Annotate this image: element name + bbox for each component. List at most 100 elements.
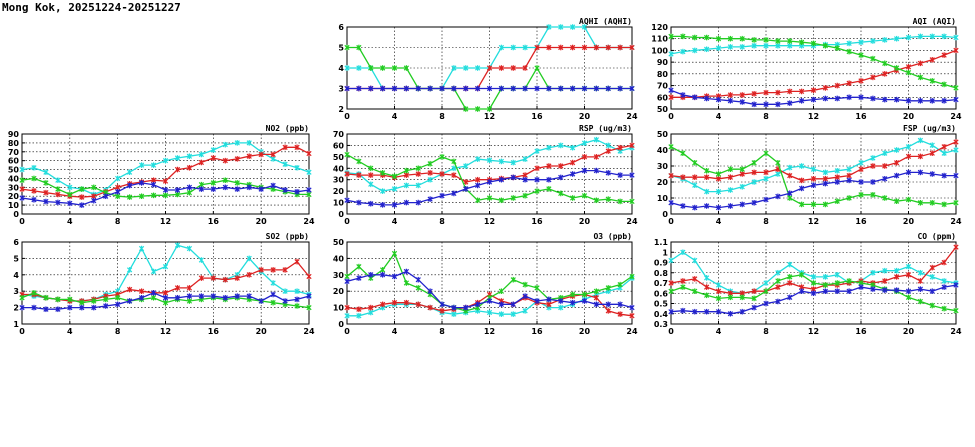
data-point xyxy=(822,95,828,102)
data-point xyxy=(822,282,828,288)
data-point xyxy=(138,162,145,168)
data-point xyxy=(593,167,599,174)
data-point xyxy=(834,198,840,204)
data-point xyxy=(475,106,481,112)
data-point xyxy=(692,276,698,282)
data-point xyxy=(270,267,276,273)
data-point xyxy=(356,313,362,319)
data-point xyxy=(19,186,25,192)
data-point xyxy=(775,101,781,108)
data-point xyxy=(593,288,599,294)
data-point xyxy=(810,176,817,182)
data-point xyxy=(210,155,216,161)
data-point xyxy=(498,197,504,204)
data-point xyxy=(858,179,864,185)
data-point xyxy=(941,81,947,88)
data-point xyxy=(162,294,169,301)
data-point xyxy=(941,284,947,290)
data-point xyxy=(751,160,757,166)
data-point xyxy=(629,304,635,311)
data-point xyxy=(810,87,817,94)
data-point xyxy=(427,288,433,294)
data-point xyxy=(581,167,588,174)
data-point xyxy=(234,140,240,146)
data-point xyxy=(222,294,228,301)
data-point xyxy=(356,172,362,178)
data-point xyxy=(344,151,350,158)
data-point xyxy=(894,160,900,166)
data-point xyxy=(799,185,805,192)
data-point xyxy=(55,199,61,206)
data-point xyxy=(834,95,840,102)
data-point xyxy=(727,98,733,104)
x-tick-label: 20 xyxy=(903,327,915,336)
data-point xyxy=(846,166,852,172)
data-point xyxy=(870,55,876,62)
data-point xyxy=(534,65,540,71)
data-point xyxy=(846,288,852,294)
data-point xyxy=(91,197,97,204)
y-tick-label: 3 xyxy=(13,287,19,296)
data-point xyxy=(917,298,923,305)
data-point xyxy=(380,301,386,308)
data-point xyxy=(558,44,564,51)
data-point xyxy=(368,65,374,71)
y-tick-label: 60 xyxy=(333,141,345,150)
data-point xyxy=(210,186,216,192)
data-point xyxy=(917,153,923,160)
data-point xyxy=(775,284,781,290)
data-point xyxy=(593,294,599,301)
data-point xyxy=(306,304,312,311)
data-point xyxy=(306,273,312,280)
data-point xyxy=(368,200,374,207)
data-point xyxy=(751,179,757,185)
data-point xyxy=(739,171,745,177)
data-point xyxy=(510,44,516,51)
y-tick-label: 40 xyxy=(8,174,20,183)
data-point xyxy=(150,290,157,296)
data-point xyxy=(570,85,576,92)
data-point xyxy=(882,267,888,274)
data-point xyxy=(605,44,611,51)
data-point xyxy=(822,169,828,176)
y-tick-label: 30 xyxy=(657,162,669,171)
data-point xyxy=(19,304,25,311)
data-point xyxy=(692,160,698,166)
data-point xyxy=(775,298,781,305)
data-point xyxy=(380,85,386,92)
data-point xyxy=(475,197,481,204)
data-point xyxy=(834,280,840,286)
o3-chart: 0 4 8 12 16 20 24 0 10 20 30 40 50 O3 (ppb) xyxy=(333,232,638,336)
data-point xyxy=(258,267,264,273)
data-point xyxy=(739,99,745,105)
data-point xyxy=(127,194,133,200)
data-point xyxy=(894,287,900,293)
y-tick-label: 70 xyxy=(333,130,345,139)
data-point xyxy=(558,24,564,30)
data-point xyxy=(680,174,686,180)
data-point xyxy=(763,280,769,286)
y-tick-label: 0 xyxy=(13,210,19,219)
data-point xyxy=(55,191,61,198)
data-point xyxy=(498,311,504,317)
data-point xyxy=(953,47,959,54)
data-point xyxy=(486,65,493,71)
data-point xyxy=(510,159,516,166)
data-point xyxy=(846,40,852,47)
data-point xyxy=(403,85,409,92)
data-point xyxy=(427,196,433,202)
data-point xyxy=(799,163,805,169)
y-tick-label: 20 xyxy=(333,287,345,296)
series-red xyxy=(668,139,959,184)
chart-title: O3 (ppb) xyxy=(593,232,632,241)
data-point xyxy=(498,176,504,183)
data-point xyxy=(222,276,228,283)
data-point xyxy=(668,87,674,94)
x-tick-label: 4 xyxy=(392,217,398,226)
data-point xyxy=(810,290,817,297)
data-point xyxy=(380,65,386,71)
y-tick-label: 40 xyxy=(333,164,345,173)
data-point xyxy=(715,282,722,288)
data-point xyxy=(522,176,528,183)
data-point xyxy=(570,144,576,151)
